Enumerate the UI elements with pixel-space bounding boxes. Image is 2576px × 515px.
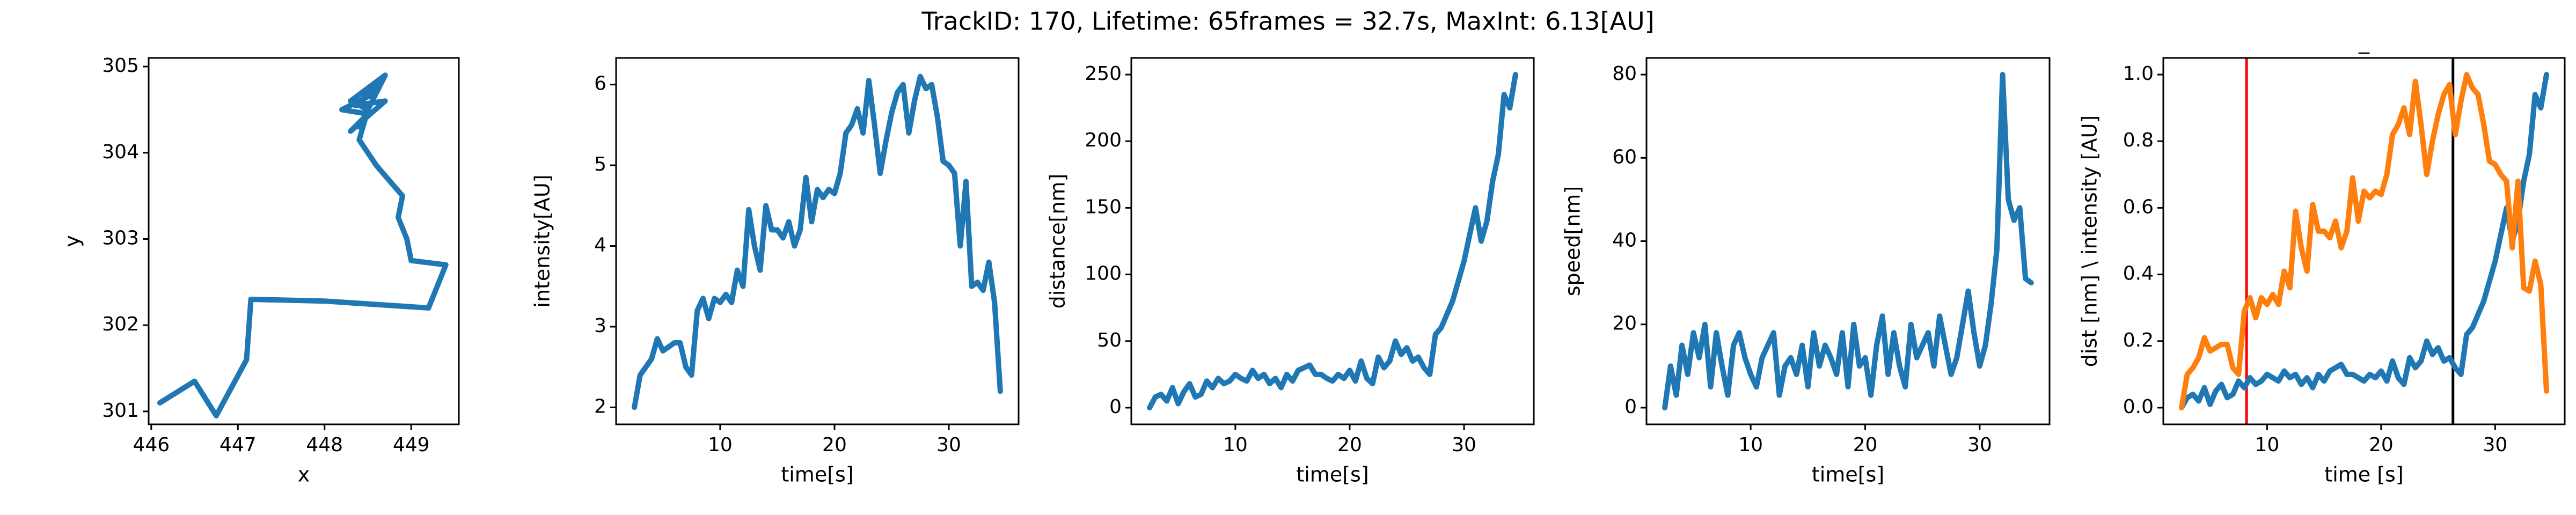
x-axis-label: time[s]: [781, 463, 853, 487]
data-line: [2179, 72, 2549, 410]
y-tick-label: 0.4: [2123, 263, 2154, 285]
x-tick-label: 30: [2483, 434, 2507, 456]
y-tick-label: 0: [1624, 396, 1637, 418]
y-tick-label: 6: [594, 73, 606, 95]
x-tick-label: 20: [1337, 434, 1362, 456]
y-axis-label: distance[nm]: [1046, 174, 1070, 309]
y-tick-label: 100: [1085, 263, 1122, 285]
y-axis-label: y: [61, 235, 84, 247]
data-line: [632, 73, 1003, 410]
y-tick-label: 5: [594, 153, 606, 175]
x-tick-label: 30: [1967, 434, 1992, 456]
axes-frame: [148, 57, 460, 425]
y-tick-label: 301: [102, 400, 139, 422]
y-tick-label: 200: [1085, 129, 1122, 151]
axes-frame: [2162, 57, 2566, 425]
y-axis-label: dist [nm] \ intensity [AU]: [2078, 115, 2102, 367]
y-tick-label: 50: [1097, 329, 1122, 351]
x-tick-label: 20: [822, 434, 847, 456]
x-tick-label: 448: [306, 434, 343, 456]
y-tick-label: 80: [1612, 63, 1637, 85]
x-tick-label: 20: [2369, 434, 2394, 456]
y-tick-label: 0.8: [2123, 129, 2154, 151]
y-tick-label: 0.6: [2123, 196, 2154, 218]
y-tick-label: 4: [594, 234, 606, 256]
axes-frame: [615, 57, 1020, 425]
x-axis-label: time[s]: [1812, 463, 1884, 487]
y-tick-label: 250: [1085, 63, 1122, 85]
y-tick-label: 0: [1109, 396, 1122, 418]
y-tick-label: 303: [102, 227, 139, 249]
x-axis-label: x: [298, 463, 310, 487]
y-tick-label: 304: [102, 141, 139, 163]
y-tick-label: 3: [594, 315, 606, 337]
y-tick-label: 0.0: [2123, 396, 2154, 418]
axes-frame: [1130, 57, 1535, 425]
data-line: [157, 72, 449, 418]
x-axis-label: time [s]: [2324, 463, 2403, 487]
data-line: [1147, 72, 1518, 410]
x-tick-label: 30: [1452, 434, 1476, 456]
y-tick-label: 302: [102, 313, 139, 335]
data-line: [1662, 72, 2034, 410]
y-tick-label: 20: [1612, 313, 1637, 335]
y-tick-label: 0.2: [2123, 329, 2154, 351]
x-tick-label: 10: [2255, 434, 2279, 456]
y-tick-label: 2: [594, 395, 606, 417]
x-tick-label: 10: [1223, 434, 1248, 456]
y-axis-label: intensity[AU]: [531, 174, 554, 307]
figure-title: TrackID: 170, Lifetime: 65frames = 32.7s…: [921, 7, 1654, 36]
y-tick-label: 305: [102, 55, 139, 77]
x-tick-label: 10: [708, 434, 733, 456]
x-tick-label: 446: [133, 434, 170, 456]
chart-title: _: [2358, 30, 2370, 54]
x-tick-label: 30: [936, 434, 961, 456]
y-tick-label: 1.0: [2123, 63, 2154, 85]
y-tick-label: 150: [1085, 196, 1122, 218]
x-tick-label: 20: [1853, 434, 1878, 456]
y-tick-label: 60: [1612, 146, 1637, 168]
x-tick-label: 449: [393, 434, 430, 456]
x-tick-label: 447: [219, 434, 257, 456]
x-tick-label: 10: [1738, 434, 1763, 456]
y-tick-label: 40: [1612, 230, 1637, 252]
y-axis-label: speed[nm]: [1561, 186, 1585, 297]
x-axis-label: time[s]: [1296, 463, 1368, 487]
data-line: [2179, 72, 2549, 410]
